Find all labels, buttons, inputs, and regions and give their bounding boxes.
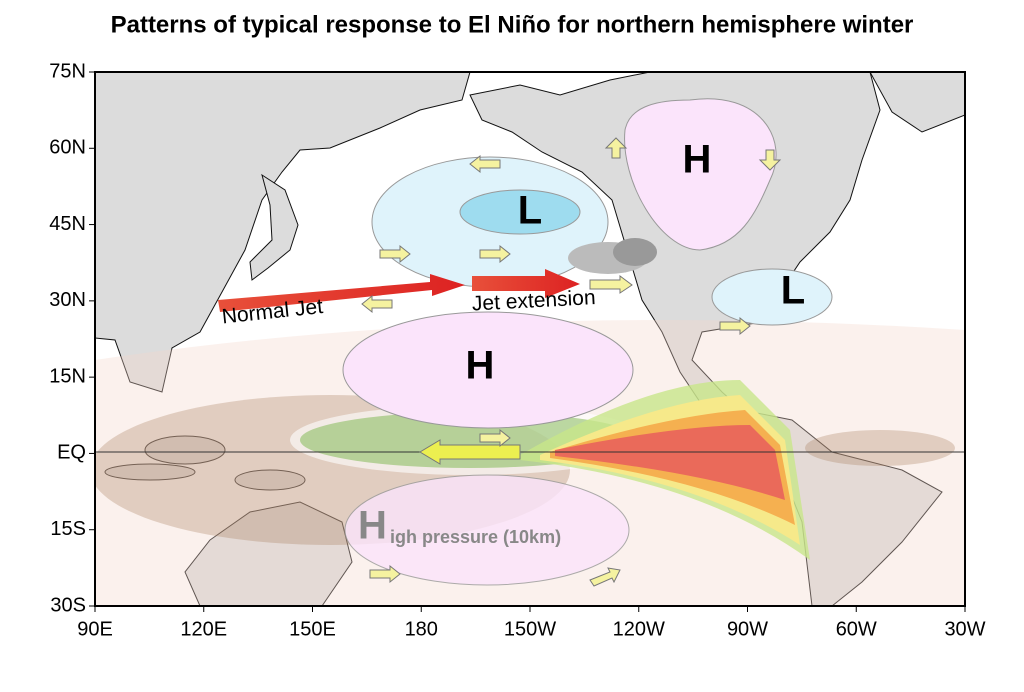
sumatra-java bbox=[104, 463, 196, 481]
lon-label: 150E bbox=[289, 618, 336, 640]
map-label: L bbox=[781, 269, 805, 313]
low-pressure-inner bbox=[459, 189, 581, 235]
flow-arrow bbox=[589, 567, 621, 587]
new-guinea bbox=[234, 469, 306, 491]
lon-label: 180 bbox=[405, 618, 438, 640]
convection-band-east bbox=[805, 430, 955, 466]
australia bbox=[184, 501, 353, 606]
jet-extension-arrow bbox=[472, 269, 580, 298]
lon-label: 150W bbox=[504, 618, 556, 640]
flow-arrow bbox=[719, 316, 751, 336]
lat-label: 60N bbox=[49, 137, 86, 159]
lat-label: 15S bbox=[50, 518, 86, 540]
flow-arrow bbox=[479, 428, 511, 448]
map-label: H bbox=[683, 138, 712, 182]
lon-label: 60W bbox=[836, 618, 877, 640]
storm-cloud bbox=[613, 238, 657, 266]
high-pressure-north bbox=[342, 311, 634, 429]
flow-arrow bbox=[479, 244, 511, 264]
lon-label: 90W bbox=[727, 618, 768, 640]
flow-arrow bbox=[758, 149, 782, 171]
lat-label: 30N bbox=[49, 289, 86, 311]
low-pressure-se bbox=[711, 268, 833, 326]
lat-label: EQ bbox=[57, 442, 86, 464]
equatorial-wind bbox=[419, 439, 521, 465]
high-pressure-na bbox=[624, 98, 777, 251]
normal-jet-arrow bbox=[218, 274, 465, 312]
lat-label: 45N bbox=[49, 213, 86, 235]
sst-anomaly-4 bbox=[555, 425, 785, 500]
greenland bbox=[869, 72, 965, 133]
lat-label: 30S bbox=[50, 594, 86, 616]
lat-label: 15N bbox=[49, 365, 86, 387]
map-label: H bbox=[358, 504, 387, 548]
map-label: L bbox=[518, 189, 542, 233]
lat-label: 75N bbox=[49, 60, 86, 82]
flow-arrow bbox=[379, 244, 411, 264]
flow-arrow bbox=[361, 294, 393, 314]
lon-label: 30W bbox=[944, 618, 985, 640]
borneo bbox=[144, 435, 226, 465]
lon-label: 120W bbox=[613, 618, 665, 640]
lon-label: 90E bbox=[77, 618, 113, 640]
flow-arrow bbox=[589, 275, 633, 294]
map-label: H bbox=[466, 344, 495, 388]
flow-arrow bbox=[369, 564, 401, 584]
japan bbox=[249, 173, 299, 281]
map-label: igh pressure (10km) bbox=[390, 527, 561, 547]
asia bbox=[95, 72, 471, 393]
high-pressure-south bbox=[344, 474, 630, 586]
map bbox=[95, 72, 965, 606]
flow-arrow bbox=[604, 137, 628, 159]
title: Patterns of typical response to El Niño … bbox=[111, 11, 914, 38]
flow-arrow bbox=[469, 154, 501, 174]
lon-label: 120E bbox=[180, 618, 227, 640]
